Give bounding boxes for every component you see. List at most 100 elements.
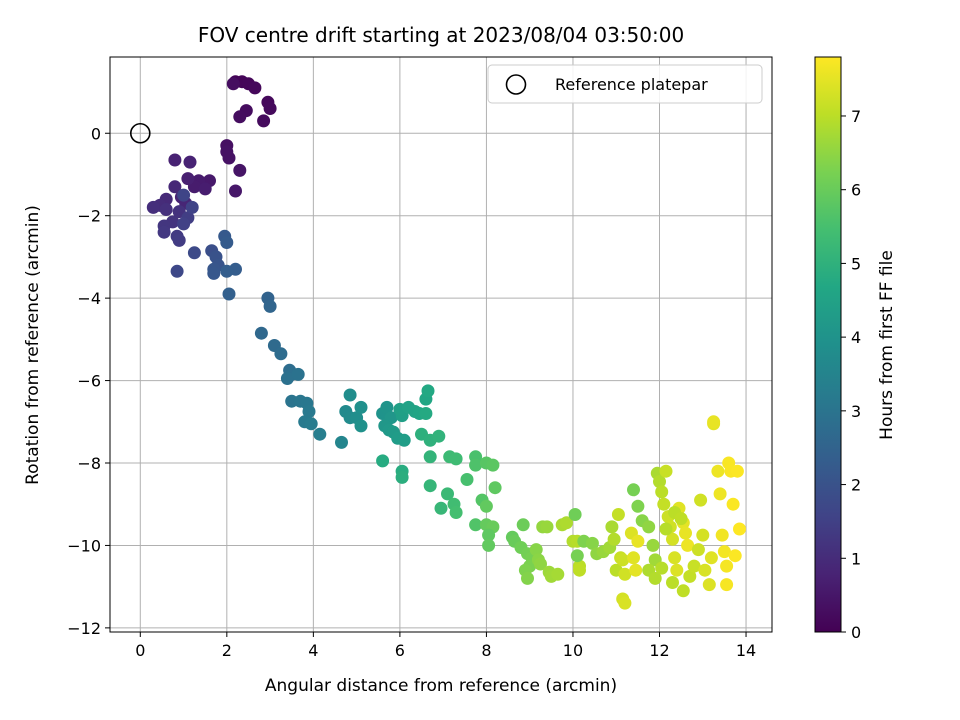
scatter-point xyxy=(441,487,454,501)
scatter-point xyxy=(573,563,586,577)
scatter-point xyxy=(354,419,368,433)
scatter-point xyxy=(172,233,186,247)
y-tick-label: 0 xyxy=(91,124,101,143)
scatter-point xyxy=(226,77,240,91)
scatter-point xyxy=(304,417,318,431)
y-tick-label: −6 xyxy=(77,372,101,391)
scatter-point xyxy=(711,464,725,478)
scatter-point xyxy=(728,549,742,563)
scatter-point xyxy=(676,584,690,598)
grid-lines xyxy=(110,57,772,632)
scatter-point xyxy=(691,543,705,557)
scatter-point xyxy=(263,102,277,115)
scatter-point xyxy=(607,532,621,546)
colorbar-ticks: 0 1 2 3 4 5 6 7 xyxy=(841,107,861,642)
legend-box xyxy=(487,64,763,104)
scatter-point xyxy=(183,155,197,169)
scatter-point xyxy=(449,452,463,466)
y-tick-label: −10 xyxy=(67,536,101,555)
scatter-point xyxy=(229,184,242,198)
scatter-point xyxy=(631,534,645,548)
colorbar-label: Hours from first FF file xyxy=(877,250,897,440)
scatter-point xyxy=(185,200,199,214)
scatter-point xyxy=(642,520,656,534)
colorbar-tick-label: 5 xyxy=(851,254,861,273)
scatter-point xyxy=(534,557,547,571)
scatter-point xyxy=(488,481,502,495)
scatter-point xyxy=(222,287,236,301)
scatter-point xyxy=(168,153,182,167)
scatter-point xyxy=(479,499,493,513)
scatter-point xyxy=(616,553,630,567)
scatter-point xyxy=(670,563,684,577)
legend: Reference platepar xyxy=(487,64,763,104)
scatter-point xyxy=(627,483,640,497)
reference-platepar-marker xyxy=(129,122,151,144)
scatter-point xyxy=(618,596,632,610)
scatter-point xyxy=(177,188,191,202)
y-axis-label: Rotation from reference (arcmin) xyxy=(23,205,43,485)
scatter-point xyxy=(469,458,483,472)
scatter-point xyxy=(434,501,448,515)
scatter-point xyxy=(198,182,212,196)
scatter-point xyxy=(646,538,660,552)
scatter-point xyxy=(423,450,437,464)
scatter-point xyxy=(674,512,688,526)
scatter-point xyxy=(627,551,640,565)
scatter-point xyxy=(263,299,277,313)
scatter-point xyxy=(655,485,669,499)
reference-marker-group xyxy=(129,122,151,144)
scatter-point xyxy=(679,526,692,540)
scatter-point xyxy=(717,545,731,559)
scatter-point xyxy=(343,388,357,402)
scatter-point xyxy=(611,508,625,521)
scatter-point xyxy=(698,563,712,577)
scatter-point xyxy=(187,246,201,260)
y-axis-ticks: 0 −2 −4 −6 −8 −10 −12 xyxy=(67,124,110,638)
scatter-point xyxy=(397,433,411,447)
scatter-points xyxy=(146,75,746,610)
scatter-point xyxy=(449,506,463,519)
scatter-point xyxy=(157,225,171,239)
scatter-point xyxy=(432,429,446,443)
scatter-point xyxy=(713,487,727,501)
scatter-point xyxy=(704,551,718,565)
scatter-point xyxy=(540,520,554,534)
scatter-point xyxy=(655,561,669,575)
scatter-point xyxy=(560,516,573,530)
scatter-point xyxy=(668,551,682,565)
y-tick-label: −4 xyxy=(77,289,101,308)
x-tick-label: 6 xyxy=(395,641,405,660)
scatter-point xyxy=(683,569,697,583)
y-tick-label: −2 xyxy=(77,207,101,226)
scatter-point xyxy=(551,567,565,581)
scatter-point xyxy=(726,497,740,511)
scatter-point xyxy=(657,497,671,511)
scatter-point xyxy=(585,536,599,550)
scatter-point xyxy=(666,532,679,546)
scatter-point xyxy=(653,475,666,489)
colorbar-tick-label: 2 xyxy=(851,476,861,495)
scatter-point xyxy=(486,458,500,472)
scatter-point xyxy=(521,571,534,585)
scatter-point xyxy=(694,493,708,507)
scatter-point xyxy=(529,543,543,557)
scatter-point xyxy=(168,180,182,194)
scatter-point xyxy=(222,151,236,165)
scatter-point xyxy=(354,400,368,414)
scatter-point xyxy=(313,427,327,441)
y-tick-label: −8 xyxy=(77,454,101,473)
scatter-point xyxy=(421,384,435,398)
scatter-point xyxy=(460,473,474,486)
scatter-point xyxy=(687,559,701,573)
x-axis-label: Angular distance from reference (arcmin) xyxy=(265,676,617,696)
scatter-point xyxy=(220,264,234,278)
scatter-point xyxy=(254,326,268,340)
scatter-point xyxy=(335,435,348,449)
x-tick-label: 10 xyxy=(563,641,583,660)
x-tick-label: 14 xyxy=(736,641,756,660)
scatter-point xyxy=(730,464,744,478)
scatter-point xyxy=(419,407,433,420)
